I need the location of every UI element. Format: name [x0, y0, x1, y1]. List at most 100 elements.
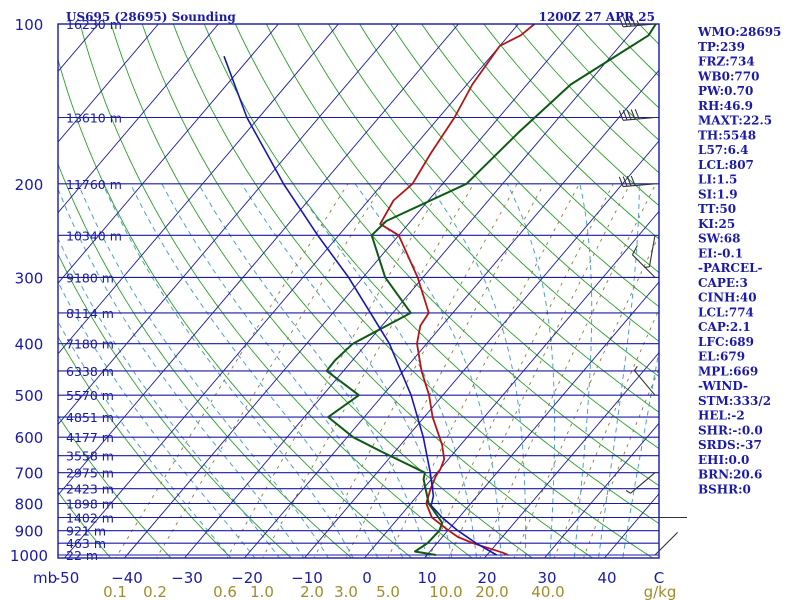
mixing-ratio-label: 5.0 [376, 583, 400, 600]
height-label: 13610 m [66, 111, 122, 126]
mixing-ratio-label: 40.0 [531, 583, 564, 600]
mixing-ratio-line [583, 368, 659, 558]
isotherm [363, 210, 659, 558]
index-item: LI:1.5 [698, 173, 737, 187]
isotherm [183, 24, 639, 558]
height-label: 2975 m [66, 466, 114, 481]
indices-panel: WMO:28695TP:239FRZ:734WB0:770PW:0.70RH:4… [697, 25, 781, 496]
index-item: TT:50 [698, 202, 736, 216]
temperature-tick-label: 40 [597, 569, 616, 587]
dry-adiabat [203, 24, 659, 525]
temperature-tick-label: -50 [55, 569, 80, 587]
mixing-ratio-unit: g/kg [644, 583, 677, 600]
pressure-tick-label: 1000 [10, 547, 48, 565]
mixing-ratio-label: 2.0 [300, 583, 324, 600]
isotherm [58, 24, 339, 355]
index-item: EHI:0.0 [698, 453, 749, 467]
height-label: 1898 m [66, 497, 114, 512]
temperature-tick-label: −10 [291, 569, 323, 587]
index-item: BRN:20.6 [698, 468, 762, 482]
pressure-tick-label: 400 [15, 336, 44, 354]
mixing-ratio-line [115, 183, 349, 558]
mixing-ratio-label: 1.0 [250, 583, 274, 600]
dry-adiabat [750, 12, 800, 566]
index-item: BSHR:0 [698, 482, 751, 496]
wind-barb [633, 365, 656, 396]
dry-adiabat [781, 12, 800, 566]
index-item: SRDS:-37 [698, 438, 762, 452]
pressure-tick-label: 100 [15, 16, 44, 34]
moist-adiabat [102, 183, 354, 558]
dry-adiabat [79, 24, 473, 558]
isotherm [58, 24, 159, 143]
wind-barb [618, 108, 656, 121]
dry-adiabat [327, 24, 659, 378]
moist-adiabat [622, 348, 659, 558]
height-label: 5570 m [66, 388, 114, 403]
mixing-ratio-label: 0.2 [143, 583, 167, 600]
mixing-ratio-line [262, 183, 475, 558]
moist-adiabat [58, 281, 256, 558]
index-item: SHR:-:0.0 [698, 423, 763, 437]
index-item: STM:333/2 [698, 394, 771, 408]
station-title: US695 (28695) Sounding [66, 10, 236, 24]
wind-barbs [618, 15, 687, 556]
height-label: 22 m [66, 548, 98, 563]
parcel-profile [223, 55, 497, 556]
index-item: CINH:40 [698, 291, 757, 305]
mixing-ratio-line [387, 183, 580, 558]
moist-adiabat [58, 237, 281, 558]
temperature-tick-label: −30 [171, 569, 203, 587]
isotherm [63, 24, 519, 558]
dry-adiabat [576, 24, 659, 109]
dry-adiabat [545, 24, 659, 141]
index-item: SW:68 [698, 232, 740, 246]
pressure-tick-label: 800 [15, 496, 44, 514]
dry-adiabat [296, 24, 659, 413]
index-item: LFC:689 [698, 335, 754, 349]
moist-adiabat [241, 183, 453, 558]
pressure-tick-label: 600 [15, 429, 44, 447]
height-label: 9180 m [66, 270, 114, 285]
index-item: HEL:-2 [698, 409, 745, 423]
temperature-unit-label: C [654, 569, 664, 587]
temperature-tick-label: 20 [477, 569, 496, 587]
height-label: 463 m [66, 536, 106, 551]
isotherm [483, 351, 659, 558]
index-item: MAXT:22.5 [698, 114, 772, 128]
pressure-tick-label: 700 [15, 465, 44, 483]
dry-adiabat [172, 24, 654, 558]
mixing-ratio-line [479, 183, 657, 558]
mixing-ratio-line [428, 183, 614, 558]
mixing-ratio-label: 10.0 [429, 583, 462, 600]
moist-adiabat [77, 183, 330, 558]
index-item: CAP:2.1 [698, 320, 751, 334]
dry-adiabat [58, 162, 353, 558]
wind-barb [618, 15, 656, 28]
height-label: 11760 m [66, 177, 122, 192]
height-label: 7180 m [66, 337, 114, 352]
dry-adiabat [58, 253, 293, 558]
index-item: RH:46.9 [698, 99, 753, 113]
index-item: MPL:669 [698, 364, 758, 378]
index-item: WMO:28695 [697, 25, 781, 39]
dry-adiabat [110, 24, 534, 558]
moist-adiabat [598, 183, 640, 558]
mixing-ratio-label: 20.0 [475, 583, 508, 600]
isotherm [58, 24, 399, 426]
mixing-ratio-line [513, 234, 659, 558]
height-label: 6338 m [66, 364, 114, 379]
index-item: EL:679 [698, 350, 745, 364]
mixing-ratio-line [313, 183, 518, 558]
moist-adiabat [506, 183, 556, 558]
mixing-ratio-line [448, 183, 631, 558]
temperature-tick-label: 10 [417, 569, 436, 587]
dry-adiabat [58, 414, 172, 558]
dry-adiabat [58, 336, 232, 558]
height-label: 2423 m [66, 482, 114, 497]
plot-frame [57, 23, 660, 559]
isotherm [303, 140, 659, 558]
moist-adiabat [58, 187, 305, 558]
temperature-tick-label: 0 [362, 569, 372, 587]
